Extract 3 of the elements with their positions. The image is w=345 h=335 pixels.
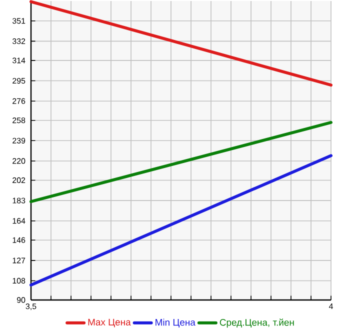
legend-label: Min Цена <box>156 318 196 328</box>
legend-label: Сред.Цена, т.йен <box>220 318 294 328</box>
legend-label: Max Цена <box>88 318 131 328</box>
